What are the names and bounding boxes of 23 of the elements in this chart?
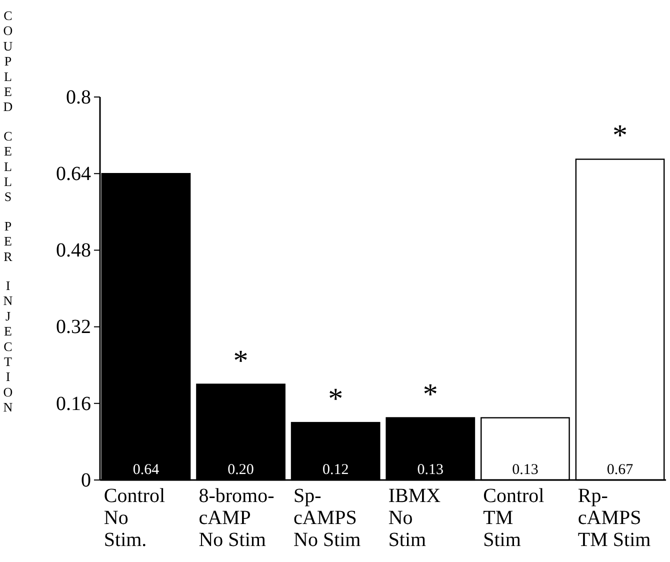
x-tick-label: 8-bromo- cAMP No Stim: [198, 485, 274, 551]
x-tick-label: Control No Stim.: [104, 485, 166, 551]
x-tick-label: Control TM Stim: [483, 485, 545, 551]
x-tick-label: Rp- cAMPS TM Stim: [578, 485, 652, 551]
annotation: *: [422, 378, 438, 411]
y-tick-label: 0.8: [66, 86, 91, 108]
x-tick-label: IBMX No Stim: [388, 485, 442, 551]
y-tick-label: 0.16: [56, 392, 91, 415]
y-tick-label: 0.64: [56, 163, 91, 185]
text: COUPLED CELLS PER INJECTION: [3, 8, 13, 415]
data-label: 0.13: [417, 462, 444, 478]
data-label: 0.64: [132, 462, 160, 478]
y-tick-label: 0: [81, 469, 91, 492]
annotation: *: [612, 119, 628, 152]
data-label: 0.12: [322, 462, 349, 478]
annotation: *: [328, 382, 344, 416]
data-label: 0.67: [606, 462, 634, 478]
data-label: 0.20: [228, 462, 254, 478]
data-label: 0.13: [512, 462, 538, 478]
x-tick-label: Sp- cAMPS No Stim: [294, 485, 362, 551]
y-tick-label: 0.48: [56, 240, 91, 262]
annotation: *: [233, 344, 248, 378]
y-tick-label: 0.32: [56, 316, 91, 338]
